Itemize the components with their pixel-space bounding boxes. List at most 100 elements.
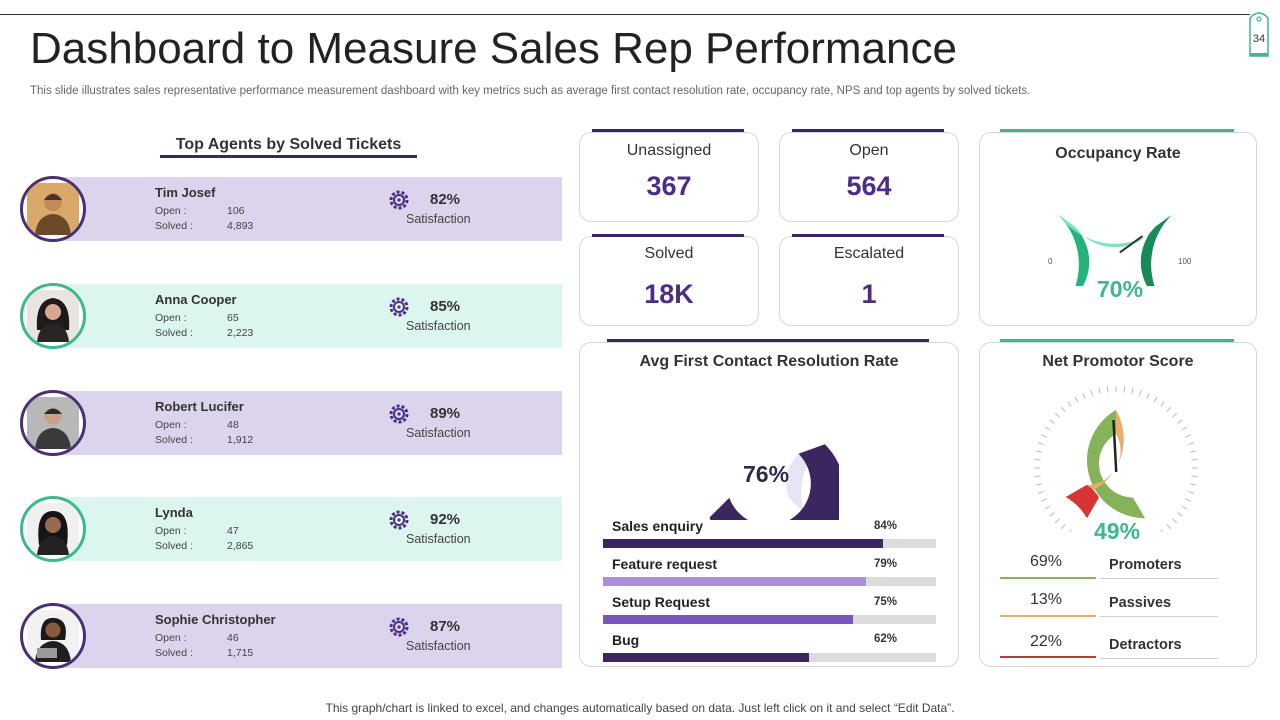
agent-solved-stat: Solved :4,893 (155, 220, 254, 232)
metric-card-unassigned[interactable]: Unassigned 367 (579, 132, 759, 222)
occupancy-card[interactable]: Occupancy Rate (979, 132, 1257, 326)
agent-band (52, 604, 562, 668)
gear-icon (389, 190, 409, 210)
agent-card[interactable]: Sophie Christopher Open :46 Solved :1,71… (0, 603, 562, 669)
nps-gauge-tick (1191, 475, 1198, 478)
metric-label: Unassigned (626, 142, 712, 159)
nps-gauge-tick (1074, 396, 1079, 403)
agent-solved-stat: Solved :2,223 (155, 327, 254, 339)
agent-card[interactable]: Anna Cooper Open :65 Solved :2,223 85% S… (0, 283, 562, 349)
occupancy-value: 70% (1097, 276, 1144, 302)
nps-gauge-segment (1087, 410, 1145, 519)
agent-solved-stat: Solved :2,865 (155, 540, 254, 552)
resolution-accent (607, 339, 929, 342)
nps-row-divider (1100, 578, 1218, 579)
person-avatar-icon (27, 290, 79, 342)
occupancy-title: Occupancy Rate (1055, 145, 1181, 162)
avatar (20, 283, 86, 349)
metric-card-escalated[interactable]: Escalated 1 (779, 236, 959, 326)
gear-icon (389, 297, 409, 317)
agent-card[interactable]: Lynda Open :47 Solved :2,865 92% Satisfa… (0, 496, 562, 562)
bar-fill (603, 615, 853, 624)
metric-value: 18K (644, 279, 694, 309)
metric-value: 1 (861, 279, 877, 309)
metric-label: Open (849, 142, 889, 159)
nps-gauge-tick (1034, 475, 1041, 478)
resolution-card[interactable]: Avg First Contact Resolution Rate (579, 342, 959, 667)
bar-track (603, 539, 936, 548)
nps-gauge-tick (1060, 406, 1066, 412)
nps-gauge-tick (1185, 498, 1192, 502)
bar-track (603, 653, 936, 662)
nps-gauge-tick (1188, 491, 1195, 494)
metric-card-open[interactable]: Open 564 (779, 132, 959, 222)
bar-value: 79% (874, 558, 898, 570)
person-avatar-icon (27, 397, 79, 449)
bar-label: Setup Request (612, 594, 711, 610)
nps-gauge-segment (1065, 485, 1099, 519)
agent-open-stat: Open :46 (155, 632, 239, 644)
agent-satisfaction-value: 92% (430, 511, 461, 528)
nps-gauge-tick (1123, 386, 1126, 393)
occupancy-max-label: 100 (1178, 257, 1192, 266)
resolution-donut-filled (709, 444, 839, 520)
bar-fill (603, 539, 883, 548)
nps-gauge-tick (1068, 529, 1072, 532)
nps-gauge-tick (1034, 458, 1041, 461)
metric-card-accent (592, 234, 744, 237)
metric-value: 367 (646, 171, 692, 201)
nps-gauge-tick (1054, 518, 1060, 524)
person-avatar-icon (27, 503, 79, 555)
resolution-donut (709, 444, 839, 520)
page-title: Dashboard to Measure Sales Rep Performan… (30, 24, 957, 73)
bar-fill (603, 577, 867, 586)
nps-gauge-tick (1035, 450, 1042, 453)
agent-solved-stat: Solved :1,912 (155, 434, 254, 446)
agent-satisfaction-label: Satisfaction (406, 212, 471, 226)
nps-gauge-tick (1139, 389, 1142, 396)
bar-value: 62% (874, 633, 898, 645)
nps-gauge-tick (1166, 406, 1172, 412)
bar-value: 75% (874, 596, 898, 608)
nps-row-value: 13% (1030, 591, 1063, 608)
agent-open-stat: Open :48 (155, 419, 239, 431)
nps-gauge-tick (1040, 498, 1047, 502)
nps-gauge-tick (1060, 524, 1066, 530)
agent-open-stat: Open :65 (155, 312, 239, 324)
nps-row-rule (1000, 615, 1096, 617)
resolution-donut-remaining (786, 445, 821, 515)
agent-satisfaction-label: Satisfaction (406, 319, 471, 333)
nps-gauge-tick (1037, 491, 1044, 494)
nps-gauge-tick (1190, 483, 1197, 486)
agent-satisfaction-value: 82% (430, 191, 461, 208)
nps-gauge-tick (1172, 412, 1178, 418)
agent-name: Robert Lucifer (155, 399, 244, 414)
nps-gauge-tick (1160, 529, 1164, 532)
nps-gauge-segment (1065, 410, 1124, 497)
occupancy-gauge (1058, 214, 1172, 286)
nps-gauge-tick (1044, 426, 1051, 431)
agent-satisfaction-value: 89% (430, 405, 461, 422)
nps-gauge-tick (1153, 396, 1158, 403)
nps-row-rule (1000, 656, 1096, 658)
metric-label: Escalated (833, 245, 905, 262)
occupancy-min-label: 0 (1048, 257, 1053, 266)
agent-name: Lynda (155, 505, 193, 520)
nps-gauge-tick (1131, 387, 1134, 394)
bar-fill (603, 653, 810, 662)
agent-name: Sophie Christopher (155, 612, 276, 627)
bar-label: Bug (612, 632, 640, 648)
occupancy-gauge-needle (1119, 235, 1144, 254)
agent-card[interactable]: Tim Josef Open :106 Solved :4,893 82% Sa… (0, 176, 562, 242)
nps-gauge-tick (1067, 401, 1072, 407)
metric-card-solved[interactable]: Solved 18K (579, 236, 759, 326)
agent-satisfaction-label: Satisfaction (406, 639, 471, 653)
bar-track (603, 615, 936, 624)
nps-gauge-tick (1181, 505, 1188, 510)
nps-gauge-tick (1166, 524, 1172, 530)
nps-row-value: 69% (1030, 553, 1063, 570)
nps-gauge-needle (1112, 420, 1118, 473)
agent-card[interactable]: Robert Lucifer Open :48 Solved :1,912 89… (0, 390, 562, 456)
nps-row-label: Detractors (1109, 637, 1182, 653)
metric-label: Solved (644, 245, 694, 262)
